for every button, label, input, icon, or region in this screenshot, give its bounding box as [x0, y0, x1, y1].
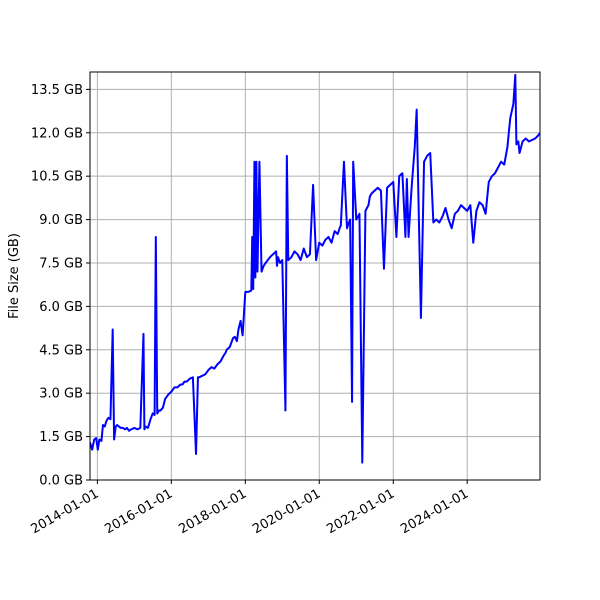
y-axis: 0.0 GB 1.5 GB 3.0 GB 4.5 GB 6.0 GB 7.5 GB 9.0 … [31, 83, 90, 489]
y-tick-label: 0.0 GB [39, 474, 83, 489]
x-tick-label: 2014-01-01 [28, 486, 101, 537]
y-tick-label: 6.0 GB [39, 300, 83, 315]
y-tick-label: 7.5 GB [39, 256, 83, 271]
x-tick-label: 2016-01-01 [102, 486, 175, 537]
x-tick-label: 2022-01-01 [324, 486, 397, 537]
y-tick-label: 10.5 GB [31, 170, 83, 185]
x-tick-label: 2024-01-01 [398, 486, 471, 537]
y-tick-label: 1.5 GB [39, 430, 83, 445]
series-line-1 [90, 73, 540, 464]
x-axis: 2014-01-01 2016-01-01 2018-01-01 2020-01-01… [28, 480, 471, 537]
grid-lines [90, 72, 540, 481]
y-tick-label: 4.5 GB [39, 343, 83, 358]
x-tick-label: 2018-01-01 [176, 486, 249, 537]
x-tick-label: 2020-01-01 [250, 486, 323, 537]
y-tick-label: 3.0 GB [39, 387, 83, 402]
y-tick-label: 13.5 GB [31, 83, 83, 98]
y-tick-label: 9.0 GB [39, 213, 83, 228]
y-axis-label: File Size (GB) [7, 233, 22, 319]
y-tick-label: 12.0 GB [31, 126, 83, 141]
plot-frame [89, 71, 541, 481]
series-layer [90, 73, 540, 464]
